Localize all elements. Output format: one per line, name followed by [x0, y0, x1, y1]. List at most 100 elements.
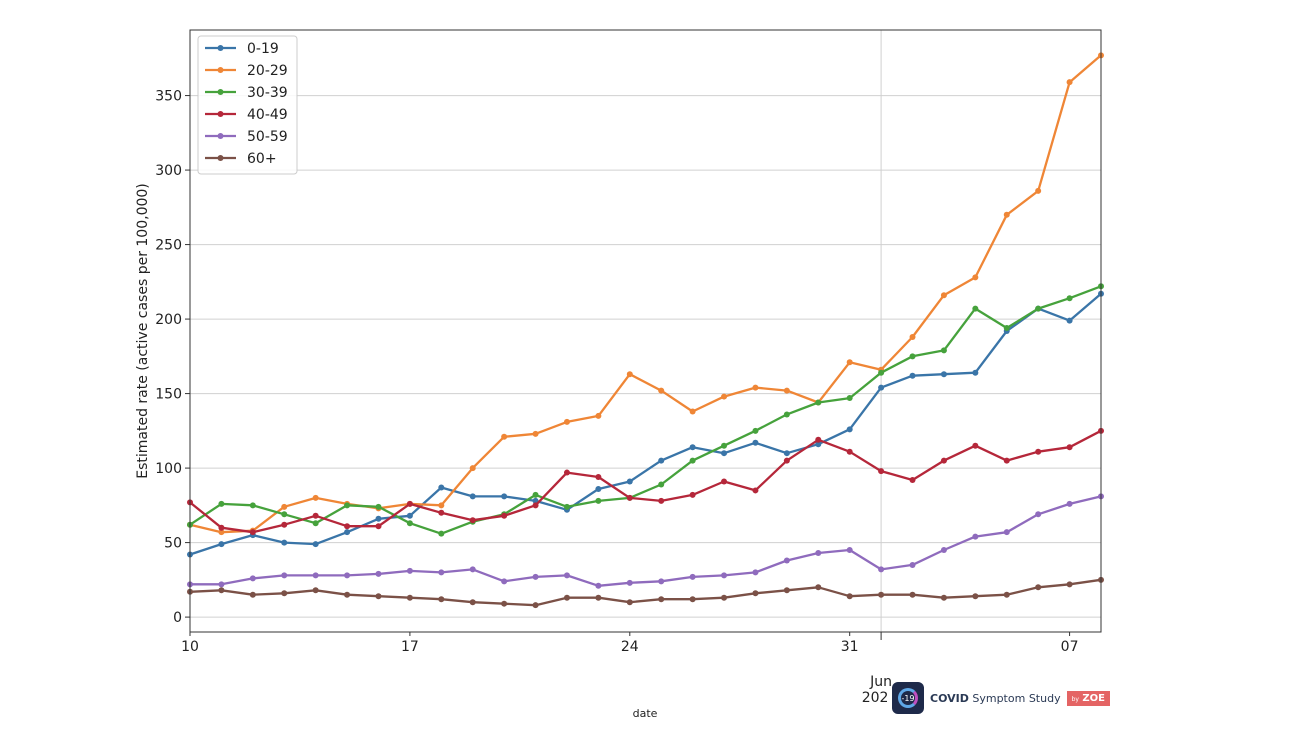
- legend-label: 50-59: [247, 129, 288, 145]
- data-point: [312, 587, 319, 594]
- data-point: [469, 566, 476, 573]
- data-point: [878, 369, 885, 376]
- data-point: [909, 477, 916, 484]
- data-point: [438, 509, 445, 516]
- y-tick-label: 300: [155, 163, 182, 179]
- x-tick-label: 31: [841, 639, 859, 655]
- data-point: [815, 399, 822, 406]
- data-point: [218, 587, 225, 594]
- data-point: [878, 566, 885, 573]
- x-tick-label: 10: [181, 639, 199, 655]
- data-point: [689, 573, 696, 580]
- data-point: [438, 596, 445, 603]
- data-point: [846, 395, 853, 402]
- y-tick-label: 50: [164, 536, 182, 552]
- data-point: [1066, 79, 1073, 86]
- data-point: [595, 412, 602, 419]
- data-point: [783, 450, 790, 457]
- logo-name-rest: Symptom Study: [968, 691, 1061, 705]
- data-point: [972, 369, 979, 376]
- data-point: [658, 596, 665, 603]
- data-point: [878, 591, 885, 598]
- data-point: [1066, 444, 1073, 451]
- x-major-tick-label-year: 202: [862, 690, 889, 706]
- series-50-59: [187, 493, 1104, 589]
- data-point: [783, 411, 790, 418]
- data-point: [249, 591, 256, 598]
- data-point: [218, 581, 225, 588]
- data-point: [972, 593, 979, 600]
- data-point: [846, 547, 853, 554]
- data-point: [783, 457, 790, 464]
- data-point: [972, 274, 979, 281]
- legend-label: 40-49: [247, 107, 288, 123]
- data-point: [815, 550, 822, 557]
- data-point: [344, 529, 351, 536]
- data-point: [595, 497, 602, 504]
- x-tick-label: 17: [401, 639, 419, 655]
- data-point: [375, 523, 382, 530]
- data-point: [972, 305, 979, 312]
- data-point: [344, 591, 351, 598]
- y-tick-label: 200: [155, 312, 182, 328]
- zoe-by: by: [1071, 695, 1079, 703]
- data-point: [1003, 325, 1010, 332]
- data-point: [689, 596, 696, 603]
- series-line: [189, 54, 1102, 534]
- plot-frame: [189, 29, 1102, 633]
- data-point: [909, 333, 916, 340]
- data-point: [689, 491, 696, 498]
- data-point: [1003, 529, 1010, 536]
- data-point: [626, 599, 633, 606]
- data-point: [501, 578, 508, 585]
- data-point: [940, 347, 947, 354]
- data-point: [281, 503, 288, 510]
- data-point: [909, 561, 916, 568]
- legend-marker: [217, 133, 224, 139]
- series-40-49: [187, 427, 1104, 536]
- series-line: [190, 495, 1102, 587]
- data-point: [1003, 211, 1010, 218]
- data-point: [1066, 581, 1073, 588]
- zoe-badge: by ZOE: [1066, 690, 1111, 706]
- data-point: [658, 578, 665, 585]
- data-point: [312, 572, 319, 579]
- data-point: [438, 530, 445, 537]
- grid: [190, 30, 1101, 632]
- data-point: [783, 587, 790, 594]
- data-point: [689, 457, 696, 464]
- series-lines: [187, 52, 1104, 609]
- data-point: [878, 384, 885, 391]
- series-20-29: [187, 52, 1104, 536]
- data-point: [940, 547, 947, 554]
- x-tick-label: 24: [621, 639, 639, 655]
- series-line: [189, 285, 1102, 535]
- data-point: [375, 503, 382, 510]
- data-point: [752, 590, 759, 597]
- data-point: [438, 502, 445, 509]
- data-point: [1035, 584, 1042, 591]
- data-point: [1066, 500, 1073, 507]
- data-point: [721, 442, 728, 449]
- data-point: [375, 593, 382, 600]
- data-point: [218, 541, 225, 548]
- legend-label: 20-29: [247, 63, 288, 79]
- data-point: [972, 533, 979, 540]
- series-30-39: [187, 283, 1104, 537]
- data-point: [1066, 317, 1073, 324]
- data-point: [752, 439, 759, 446]
- data-point: [752, 384, 759, 391]
- data-point: [312, 520, 319, 527]
- data-point: [501, 600, 508, 607]
- legend-label: 60+: [247, 151, 277, 167]
- data-point: [752, 427, 759, 434]
- data-point: [218, 529, 225, 536]
- data-point: [406, 567, 413, 574]
- data-point: [375, 515, 382, 522]
- y-tick-label: 0: [173, 610, 182, 626]
- data-point: [344, 523, 351, 530]
- data-point: [972, 442, 979, 449]
- data-point: [658, 387, 665, 394]
